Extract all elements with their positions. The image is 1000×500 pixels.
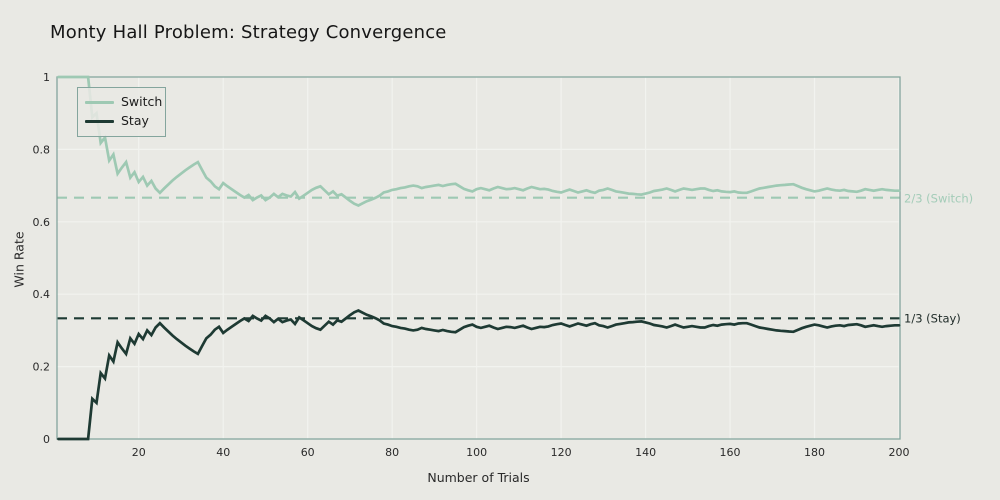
series-line-stay [57, 309, 901, 441]
x-tick-label: 200 [889, 446, 910, 459]
x-tick-label: 40 [216, 446, 230, 459]
reference-label-stay: 1/3 (Stay) [904, 311, 961, 326]
stay-line-swatch [85, 119, 114, 123]
legend-label-stay: Stay [121, 113, 149, 129]
legend-label-switch: Switch [121, 94, 163, 110]
x-tick-label: 140 [635, 446, 656, 459]
legend-item-switch: Switch [85, 96, 162, 109]
x-tick-label: 160 [720, 446, 741, 459]
y-tick-label: 0.4 [33, 288, 51, 301]
x-tick-label: 60 [301, 446, 315, 459]
x-tick-label: 180 [804, 446, 825, 459]
y-tick-label: 0.2 [33, 361, 51, 374]
x-tick-label: 100 [466, 446, 487, 459]
plot-border [56, 76, 901, 440]
legend-item-stay: Stay [85, 115, 157, 128]
y-tick-label: 0.6 [33, 216, 51, 229]
series-line-switch [57, 75, 901, 207]
reference-label-switch: 2/3 (Switch) [904, 191, 974, 206]
x-tick-label: 20 [132, 446, 146, 459]
y-tick-label: 0 [43, 433, 50, 446]
x-tick-label: 80 [385, 446, 399, 459]
x-axis-title: Number of Trials [427, 470, 530, 485]
y-tick-label: 0.8 [33, 143, 51, 156]
x-tick-label: 120 [551, 446, 572, 459]
y-tick-label: 1 [43, 71, 50, 84]
y-axis-title: Win Rate [11, 231, 27, 288]
chart-title: Monty Hall Problem: Strategy Convergence [50, 22, 447, 43]
switch-line-swatch [85, 101, 114, 105]
legend: Switch Stay [77, 87, 166, 137]
